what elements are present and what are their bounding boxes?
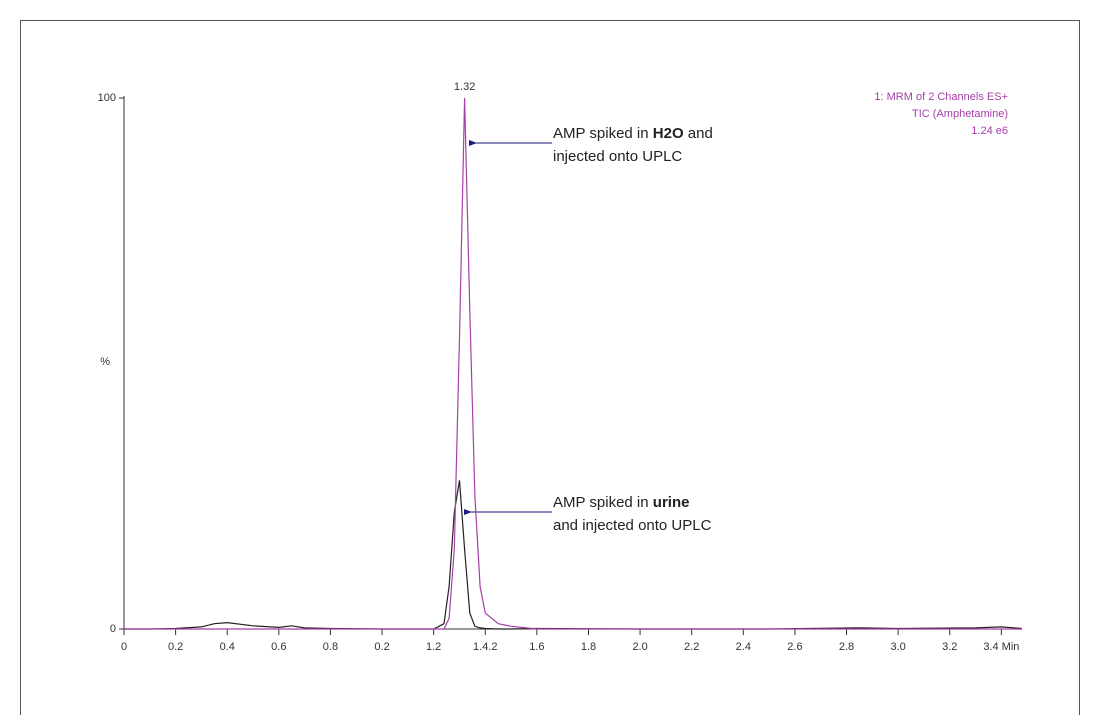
series-line bbox=[124, 97, 1022, 630]
annotation-line: injected onto UPLC bbox=[553, 148, 682, 165]
x-tick-label: 0.6 bbox=[271, 641, 286, 653]
x-tick-label: 0 bbox=[121, 641, 127, 653]
info-line: TIC (Amphetamine) bbox=[912, 108, 1008, 120]
x-tick-label: 1.6 bbox=[529, 641, 544, 653]
x-tick-label: 3.0 bbox=[890, 641, 905, 653]
x-tick-label: 0.8 bbox=[323, 641, 338, 653]
info-line: 1.24 e6 bbox=[971, 125, 1008, 137]
y-axis-label: % bbox=[100, 356, 110, 368]
x-tick-label: 3.2 bbox=[942, 641, 957, 653]
x-tick-label: 0.2 bbox=[374, 641, 389, 653]
frame bbox=[20, 20, 1080, 715]
info-line: 1: MRM of 2 Channels ES+ bbox=[874, 91, 1008, 103]
annotation-line: and injected onto UPLC bbox=[553, 517, 712, 534]
y-tick-label: 0 bbox=[110, 623, 116, 635]
x-tick-label: 3.4 Min bbox=[983, 641, 1019, 653]
x-tick-label: 2.8 bbox=[839, 641, 854, 653]
annotation-text: AMP spiked in bbox=[553, 494, 653, 511]
peak-label: 1.32 bbox=[454, 81, 475, 93]
x-tick-label: 1.2 bbox=[426, 641, 441, 653]
y-tick-label: 100 bbox=[98, 92, 116, 104]
annotation: AMP spiked in H2O and bbox=[553, 125, 713, 142]
annotation-bold: urine bbox=[653, 494, 690, 511]
annotation-text: AMP spiked in bbox=[553, 125, 653, 142]
x-tick-label: 2.4 bbox=[736, 641, 751, 653]
annotation-bold: H2O bbox=[653, 125, 684, 142]
x-tick-label: 2.2 bbox=[684, 641, 699, 653]
annotation-text: and bbox=[684, 125, 713, 142]
info-block: 1: MRM of 2 Channels ES+ TIC (Amphetamin… bbox=[874, 91, 1008, 137]
x-tick-label: 0.2 bbox=[168, 641, 183, 653]
x-tick-label: 0.4 bbox=[220, 641, 235, 653]
x-tick-label: 2.0 bbox=[632, 641, 647, 653]
annotation: AMP spiked in urine bbox=[553, 494, 689, 511]
x-tick-label: 1.4.2 bbox=[473, 641, 497, 653]
x-tick-label: 2.6 bbox=[787, 641, 802, 653]
x-tick-label: 1.8 bbox=[581, 641, 596, 653]
